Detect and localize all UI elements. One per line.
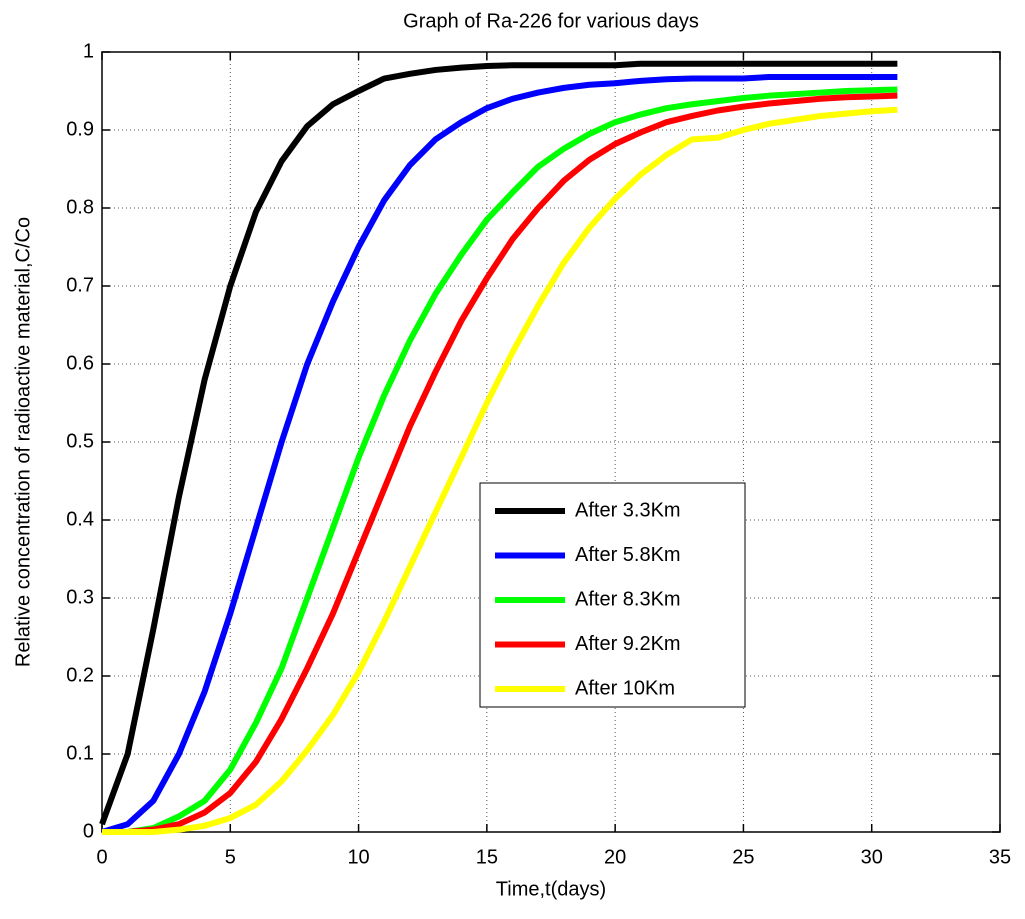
x-tick-label: 5 (225, 846, 236, 868)
series-line (102, 86, 898, 835)
y-tick-label: 0.5 (66, 430, 94, 452)
x-tick-label: 0 (96, 846, 107, 868)
series-line (102, 106, 898, 835)
y-tick-label: 0.4 (66, 508, 94, 530)
y-tick-label: 0.6 (66, 352, 94, 374)
series-line (99, 60, 898, 826)
x-tick-label: 25 (732, 846, 754, 868)
y-tick-label: 0.3 (66, 586, 94, 608)
legend-label: After 5.8Km (575, 544, 681, 566)
series-line (102, 92, 898, 835)
legend-label: After 10Km (575, 677, 675, 699)
x-tick-label: 20 (604, 846, 626, 868)
x-tick-label: 30 (861, 846, 883, 868)
legend-box (479, 482, 746, 708)
legend-label: After 9.2Km (575, 633, 681, 655)
y-tick-label: 0.1 (66, 742, 94, 764)
series-line (101, 73, 898, 835)
legend-label: After 3.3Km (575, 499, 681, 521)
y-tick-label: 0.9 (66, 118, 94, 140)
x-tick-label: 10 (347, 846, 369, 868)
y-tick-label: 0.7 (66, 274, 94, 296)
y-tick-label: 1 (83, 40, 94, 62)
x-tick-label: 35 (989, 846, 1011, 868)
x-axis-label: Time,t(days) (496, 878, 606, 900)
plot-frame (101, 51, 1001, 833)
legend-label: After 8.3Km (575, 588, 681, 610)
y-tick-label: 0.2 (66, 664, 94, 686)
y-tick-label: 0.8 (66, 196, 94, 218)
y-tick-label: 0 (83, 820, 94, 842)
chart-title: Graph of Ra-226 for various days (403, 10, 699, 32)
x-tick-label: 15 (476, 846, 498, 868)
y-axis-label: Relative concentration of radioactive ma… (12, 217, 34, 667)
